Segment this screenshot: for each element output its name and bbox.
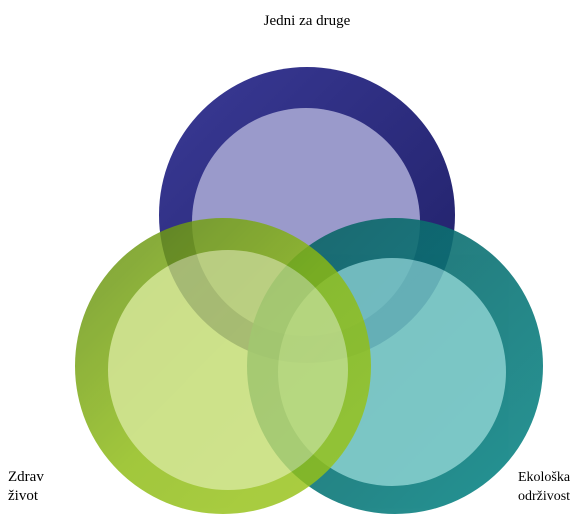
- venn-diagram: [0, 0, 580, 514]
- circle-left: [75, 218, 371, 514]
- page: Jedni za druge Zdrav život Ekološka održ…: [0, 0, 580, 514]
- node-label: Jedni za druge: [252, 12, 362, 31]
- disc: [108, 250, 348, 490]
- node-label: Ekološka održivost: [512, 468, 576, 506]
- node-label: Zdrav život: [8, 468, 58, 506]
